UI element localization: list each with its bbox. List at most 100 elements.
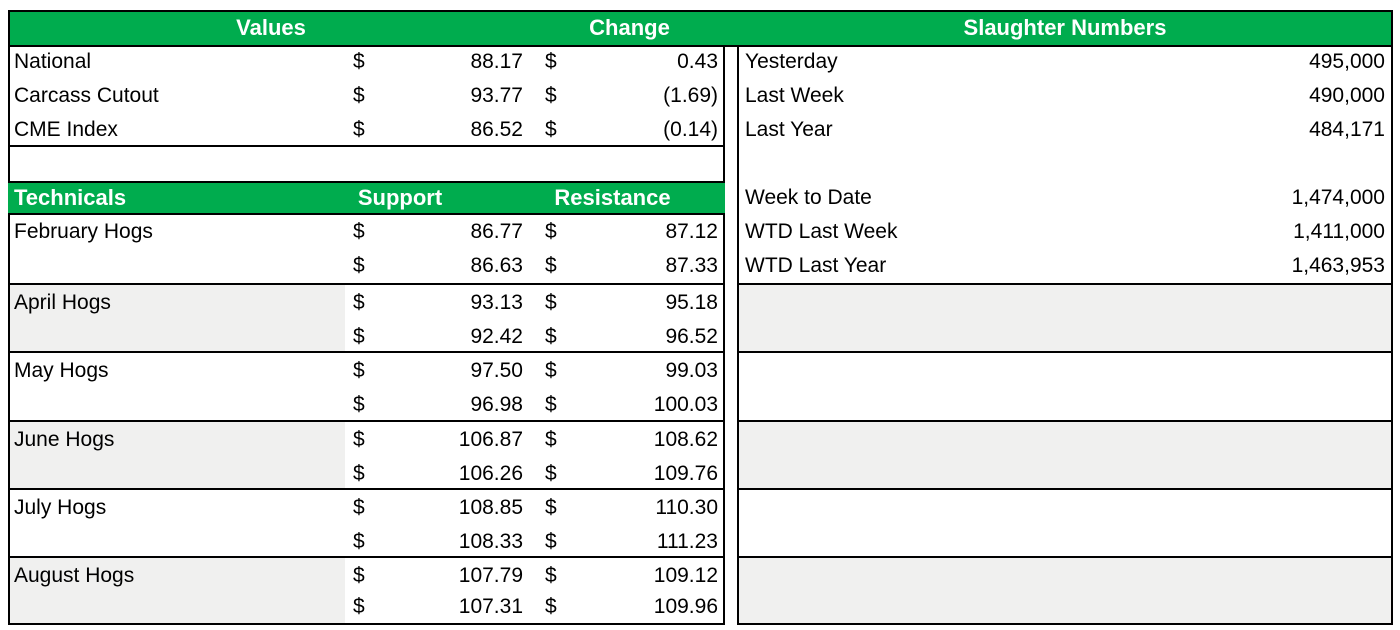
values-row: CME Index $ 86.52 $ (0.14)	[0, 113, 1400, 147]
technicals-header: Technicals	[14, 185, 127, 210]
contract-label: April Hogs	[14, 291, 111, 314]
contract-label: February Hogs	[14, 220, 153, 243]
support-value: 108.33	[458, 530, 523, 553]
dollar-sign: $	[545, 325, 557, 348]
support-value: 86.63	[470, 254, 523, 277]
slaughter-value: 1,474,000	[1291, 186, 1385, 209]
values-row: Carcass Cutout $ 93.77 $ (1.69)	[0, 79, 1400, 113]
august-band	[10, 558, 345, 623]
dollar-sign: $	[353, 118, 365, 141]
row-label: National	[14, 50, 92, 73]
support-header: Support	[357, 185, 443, 210]
slaughter-label: Last Week	[745, 84, 844, 107]
technicals-row: $ 86.63 $ 87.33	[0, 249, 1400, 283]
resistance-value: 109.96	[653, 595, 718, 618]
divider	[8, 556, 725, 558]
support-value: 108.85	[458, 496, 523, 519]
row-label: Carcass Cutout	[14, 84, 159, 107]
june-band	[10, 422, 345, 488]
contract-label: May Hogs	[14, 359, 109, 382]
dollar-sign: $	[353, 291, 365, 314]
resistance-value: 87.12	[665, 220, 718, 243]
dollar-sign: $	[545, 84, 557, 107]
value-cell: 88.17	[470, 50, 523, 73]
contract-label: August Hogs	[14, 564, 135, 587]
change-header: Change	[589, 15, 670, 40]
slaughter-row: WTD Last Week 1,411,000	[0, 215, 1400, 249]
dollar-sign: $	[353, 530, 365, 553]
support-value: 107.79	[458, 564, 523, 587]
support-value: 96.98	[470, 393, 523, 416]
change-cell: (1.69)	[663, 84, 718, 107]
row-label: CME Index	[14, 118, 118, 141]
contract-label: July Hogs	[14, 496, 107, 519]
dollar-sign: $	[545, 428, 557, 451]
divider	[737, 420, 1393, 422]
slaughter-value: 1,411,000	[1293, 220, 1385, 243]
dollar-sign: $	[353, 254, 365, 277]
slaughter-value: 490,000	[1309, 84, 1385, 107]
support-value: 97.50	[470, 359, 523, 382]
technicals-row: May Hogs $ 97.50 $ 99.03	[0, 354, 1400, 388]
dollar-sign: $	[545, 564, 557, 587]
right-table-box	[737, 45, 1393, 625]
divider	[8, 283, 725, 285]
resistance-value: 95.18	[665, 291, 718, 314]
dollar-sign: $	[353, 595, 365, 618]
change-cell: 0.43	[677, 50, 718, 73]
resistance-value: 87.33	[665, 254, 718, 277]
divider	[737, 488, 1393, 490]
dollar-sign: $	[353, 428, 365, 451]
contract-label	[14, 590, 334, 624]
slaughter-label: WTD Last Week	[745, 220, 898, 243]
dollar-sign: $	[545, 50, 557, 73]
contract-label	[14, 320, 334, 354]
contract-label	[14, 388, 334, 422]
resistance-value: 109.12	[653, 564, 718, 587]
slaughter-value: 1,463,953	[1291, 254, 1385, 277]
resistance-value: 108.62	[653, 428, 718, 451]
resistance-value: 110.30	[655, 496, 718, 519]
dollar-sign: $	[545, 530, 557, 553]
technicals-row: August Hogs $ 107.79 $ 109.12	[0, 559, 1400, 593]
resistance-value: 109.76	[653, 462, 718, 485]
resistance-header: Resistance	[554, 185, 671, 210]
april-band	[10, 285, 345, 351]
slaughter-label: Week to Date	[745, 186, 872, 209]
contract-label: June Hogs	[14, 428, 115, 451]
technicals-row: $ 107.31 $ 109.96	[0, 590, 1400, 624]
dollar-sign: $	[353, 84, 365, 107]
contract-label	[14, 525, 334, 559]
technicals-row: $ 92.42 $ 96.52	[0, 320, 1400, 354]
resistance-value: 99.03	[665, 359, 718, 382]
divider	[8, 488, 725, 490]
technicals-row: $ 106.26 $ 109.76	[0, 457, 1400, 491]
slaughter-label: Yesterday	[745, 50, 838, 73]
right-band-2	[739, 422, 1391, 488]
dollar-sign: $	[545, 359, 557, 382]
divider	[8, 351, 725, 353]
dollar-sign: $	[545, 220, 557, 243]
right-band-1	[739, 285, 1391, 351]
support-value: 93.13	[470, 291, 523, 314]
divider	[737, 283, 1393, 285]
value-cell: 86.52	[470, 118, 523, 141]
top-header-bar	[8, 10, 1393, 47]
change-cell: (0.14)	[663, 118, 718, 141]
values-header: Values	[236, 15, 306, 40]
value-cell: 93.77	[470, 84, 523, 107]
dollar-sign: $	[545, 496, 557, 519]
dollar-sign: $	[353, 220, 365, 243]
divider	[8, 420, 725, 422]
divider	[737, 556, 1393, 558]
dollar-sign: $	[353, 564, 365, 587]
technicals-row: June Hogs $ 106.87 $ 108.62	[0, 423, 1400, 457]
dollar-sign: $	[353, 359, 365, 382]
support-value: 86.77	[470, 220, 523, 243]
slaughter-label: Last Year	[745, 118, 833, 141]
dollar-sign: $	[545, 393, 557, 416]
resistance-value: 96.52	[665, 325, 718, 348]
technicals-row: July Hogs $ 108.85 $ 110.30	[0, 491, 1400, 525]
slaughter-row: WTD Last Year 1,463,953	[0, 249, 1400, 283]
